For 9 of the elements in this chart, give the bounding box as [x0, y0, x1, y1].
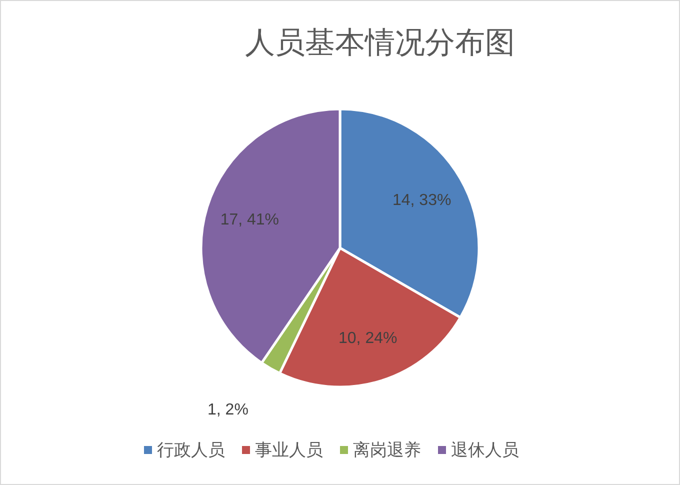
legend-label: 离岗退养 — [353, 440, 421, 460]
legend-label: 退休人员 — [451, 440, 519, 460]
data-label: 17, 41% — [220, 212, 280, 229]
data-label: 10, 24% — [338, 330, 398, 347]
legend-label: 事业人员 — [255, 440, 323, 460]
chart-title: 人员基本情况分布图 — [245, 26, 515, 60]
data-label: 1, 2% — [208, 402, 248, 419]
legend-label: 行政人员 — [157, 440, 225, 460]
data-label: 14, 33% — [392, 192, 452, 210]
